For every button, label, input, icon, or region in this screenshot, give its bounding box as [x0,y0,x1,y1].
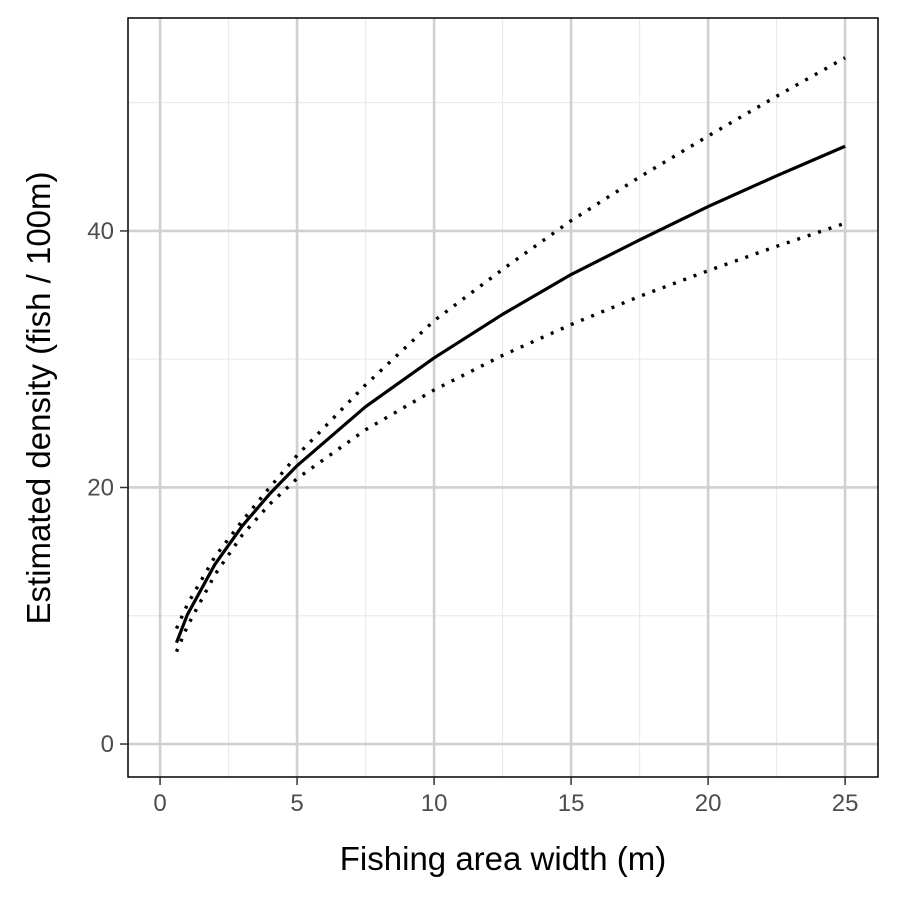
series-line [175,144,846,644]
y-tick-label: 0 [101,731,114,758]
x-tick-label: 25 [832,790,859,817]
x-tick-label: 20 [695,790,722,817]
series-line [174,56,846,630]
x-tick-label: 10 [421,790,448,817]
y-axis-title: Estimated density (fish / 100m) [20,171,57,624]
y-tick-label: 40 [87,218,114,245]
panel-border [127,17,879,778]
x-tick-label: 5 [290,790,303,817]
x-tick-label: 15 [558,790,585,817]
grid [128,18,878,777]
y-tick-label: 20 [87,474,114,501]
x-axis-title: Fishing area width (m) [340,840,666,877]
plot-lines [174,56,846,653]
x-tick-label: 0 [153,790,166,817]
